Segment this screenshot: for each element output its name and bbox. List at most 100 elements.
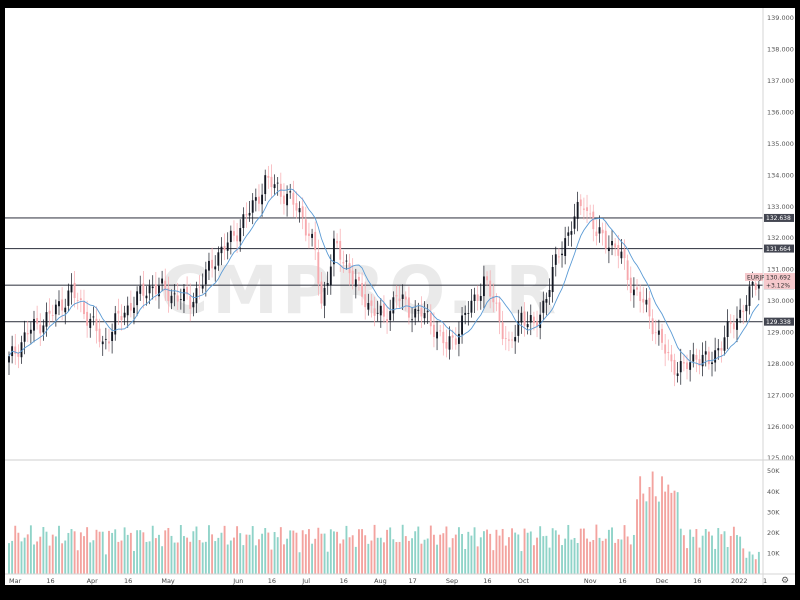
volume-bar [626,536,629,574]
candle-body [133,307,135,314]
candle-body [686,362,688,369]
volume-bar [623,525,626,574]
volume-bar [636,499,638,574]
candle-body [417,309,420,311]
candle-body [323,288,326,306]
candle-body [626,260,629,280]
volume-bar [342,539,345,574]
candle-body [376,312,379,314]
volume-bar [739,536,742,574]
candle-body [329,266,332,286]
candle-body [395,295,398,297]
volume-bar [595,524,598,574]
candle-body [567,232,570,236]
volume-bar [654,496,657,574]
candle-body [732,323,735,330]
candle-body [654,332,657,334]
volume-bar [742,548,745,574]
candle-body [14,346,17,354]
candle-body [542,300,545,313]
candle-body [551,266,554,293]
candle-body [58,301,60,307]
candle-body [145,295,148,299]
candle-body [176,295,179,302]
candle-body [507,339,510,341]
volume-bar [511,528,513,574]
candle-body [476,294,479,301]
candle-body [576,201,579,219]
candle-body [367,302,370,310]
volume-bar [757,551,760,574]
candle-body [404,296,407,300]
volume-bar [370,540,373,574]
volume-bar [476,546,479,574]
time-tick-label: Sep [446,577,458,585]
candle-body [704,351,707,355]
candle-body [154,284,157,294]
volume-bar [673,490,676,574]
candle-body [620,251,623,259]
candle-body [333,238,335,265]
volume-bar [117,541,120,574]
price-tick-label: 125.000 [767,454,794,462]
level-label-bg [764,213,794,222]
volume-bar [289,530,292,574]
volume-bar [195,526,198,574]
candle-body [482,276,485,297]
volume-bar [748,551,751,574]
volume-bar [667,484,670,574]
candle-body [36,318,39,324]
volume-bar [204,541,207,574]
candle-body [682,362,685,364]
volume-bar [576,542,579,574]
candle-body [254,197,257,201]
volume-bar [470,535,473,574]
candle-body [670,354,673,362]
volume-bar [161,546,164,574]
candle-body [311,233,314,238]
volume-bar [304,534,307,574]
candle-body [264,175,267,195]
level-label: 131.664 [766,246,791,253]
volume-bar [329,529,332,574]
volume-bar [114,529,117,574]
candle-body [267,175,270,178]
volume-bar [507,537,510,574]
time-tick-label: Jul [301,577,310,585]
time-axis-labels: Mar 16 Apr 16 May Jun 16 Jul 16 Aug 17 Sep 16 Oct Nov 1… [9,577,767,585]
volume-bar [198,540,201,574]
time-tick-label: Nov [584,577,597,585]
candle-body [401,294,404,299]
change-percent: +3.12% [766,283,790,290]
time-tick-label: 16 [483,577,491,585]
volume-bar [529,531,532,574]
volume-bar [51,534,54,574]
volume-bar [420,543,423,574]
price-tick-label: 137.000 [767,77,794,85]
volume-bar [501,528,504,574]
candle-body [692,354,695,362]
volume-bar [723,531,726,574]
volume-bar [717,528,720,574]
candle-body [23,332,26,342]
candle-body [29,329,32,334]
candle-body [167,288,170,302]
candle-body [95,318,98,332]
volume-bar [345,525,348,574]
volume-bar [592,540,595,574]
volume-bar [570,539,573,574]
volume-bar [573,537,576,574]
time-tick-label: 16 [693,577,701,585]
candle-body [326,283,329,286]
volume-bar [632,534,635,574]
volume-bar [648,487,651,574]
gear-icon[interactable]: ⚙ [781,576,789,585]
candle-body [173,293,176,295]
volume-bar [208,525,210,574]
volume-bar [323,533,326,574]
candle-body [120,316,123,320]
volume-bar [504,545,507,574]
candle-body [86,311,89,326]
candle-body [720,348,723,351]
